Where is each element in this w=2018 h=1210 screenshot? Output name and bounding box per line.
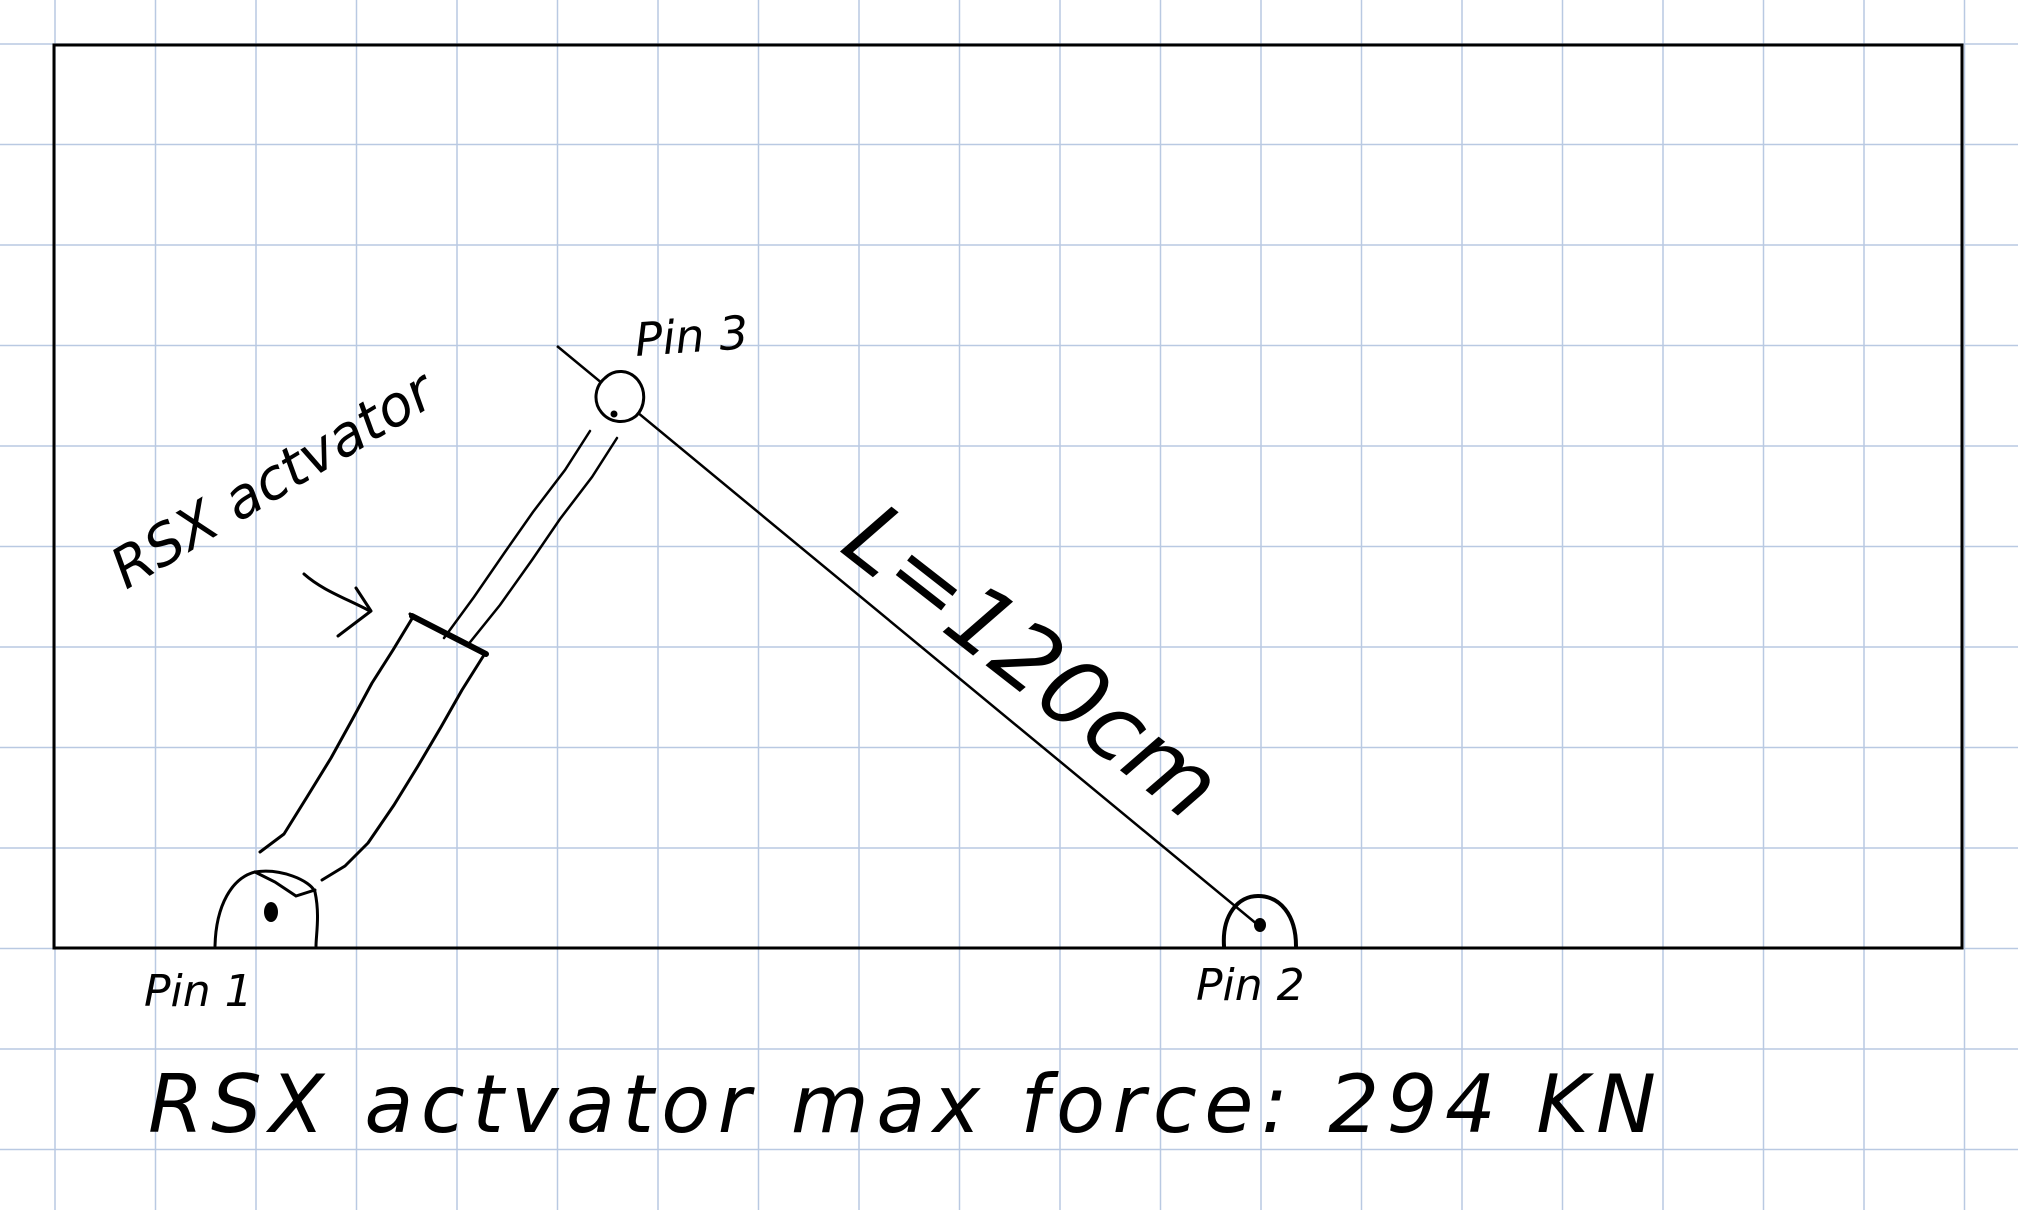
actuator-collar: [409, 613, 489, 657]
label-pin-2: Pin 2: [1196, 960, 1305, 1011]
label-pin-1: Pin 1: [144, 966, 253, 1017]
actuator-pointer-arrow: [302, 572, 373, 638]
label-actuator: RSX actvator: [100, 357, 448, 602]
frame-rectangle: [52, 43, 1964, 950]
label-length: L=120cm: [824, 483, 1240, 841]
label-pin-3: Pin 3: [633, 305, 750, 367]
bar-L: [556, 345, 1259, 926]
pin-3-hinge: [594, 370, 646, 424]
label-max-force: RSX actvator max force: 294 KN: [148, 1058, 1656, 1151]
actuator-rod: [442, 429, 619, 648]
pin-2-support: [1221, 893, 1298, 948]
pin-1-support: [213, 869, 320, 948]
